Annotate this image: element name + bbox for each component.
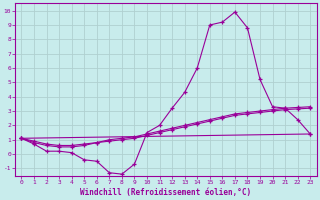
X-axis label: Windchill (Refroidissement éolien,°C): Windchill (Refroidissement éolien,°C)	[80, 188, 252, 197]
